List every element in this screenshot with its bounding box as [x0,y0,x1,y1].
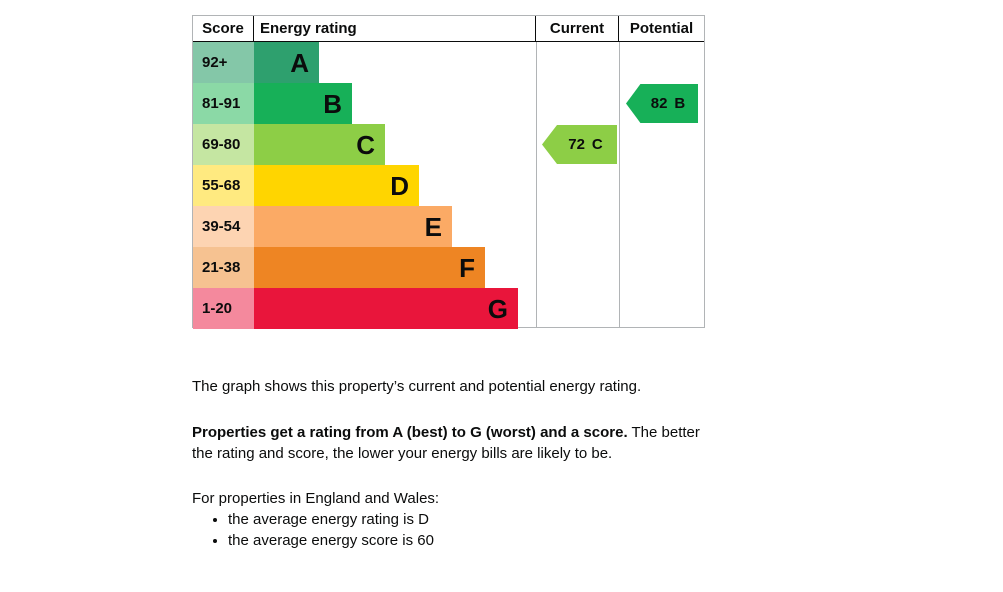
band-bar-d: D [254,165,419,206]
band-row-c: 69-80 C [193,124,704,165]
potential-rating-letter: B [674,95,686,112]
rating-explanation-bold: Properties get a rating from A (best) to… [192,424,628,441]
band-letter-e: E [424,211,442,242]
band-row-f: 21-38 F [193,247,704,288]
header-potential: Potential [629,20,694,37]
averages-list: the average energy rating is D the avera… [192,509,748,551]
band-score-e: 39-54 [193,206,254,247]
band-row-b: 81-91 B [193,83,704,124]
band-score-d: 55-68 [193,165,254,206]
current-rating-letter: C [591,136,603,153]
band-letter-d: D [390,170,409,201]
current-column-divider [536,42,537,327]
band-score-f: 21-38 [193,247,254,288]
rating-explanation-rest: The better the rating and score, the low… [192,424,700,462]
average-rating-item: the average energy rating is D [228,509,748,530]
region-note: For properties in England and Wales: [192,490,440,507]
band-letter-a: A [290,47,309,78]
band-letter-g: G [487,293,508,324]
energy-rating-chart: Score Energy rating Current Potential 92… [192,15,705,329]
current-rating-score: 72 [568,136,585,153]
band-row-g: 1-20 G [193,288,704,329]
band-score-a: 92+ [193,42,254,83]
chart-header-row: Score Energy rating Current Potential [193,16,704,42]
band-score-c: 69-80 [193,124,254,165]
potential-column-divider [619,42,620,327]
potential-rating-score: 82 [650,95,668,112]
band-bar-b: B [254,83,352,124]
band-bar-g: G [254,288,518,329]
band-bar-e: E [254,206,452,247]
header-current: Current [536,16,619,41]
band-letter-f: F [459,252,475,283]
rating-explanation: Properties get a rating from A (best) to… [192,422,704,464]
header-energy-rating: Energy rating [254,16,536,41]
potential-rating-pointer: 82 B [626,84,698,123]
band-bar-c: C [254,124,385,165]
average-score-item: the average energy score is 60 [228,530,748,551]
band-letter-c: C [356,129,375,160]
band-letter-b: B [323,88,342,119]
band-row-d: 55-68 D [193,165,704,206]
band-score-b: 81-91 [193,83,254,124]
band-bar-f: F [254,247,485,288]
header-score: Score [193,16,254,41]
band-score-g: 1-20 [193,288,254,329]
current-rating-pointer: 72 C [542,125,617,164]
band-row-e: 39-54 E [193,206,704,247]
band-bar-a: A [254,42,319,83]
band-row-a: 92+ A [193,42,704,83]
chart-description: The graph shows this property’s current … [192,378,642,395]
